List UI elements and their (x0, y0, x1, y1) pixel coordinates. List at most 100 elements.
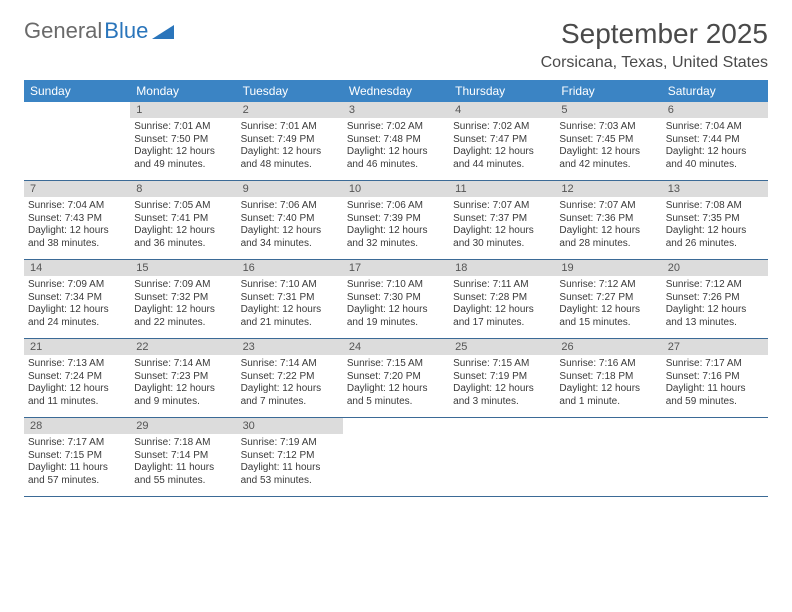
day-detail-line: and 55 minutes. (134, 475, 232, 488)
day-detail-line: Daylight: 12 hours (453, 383, 551, 396)
day-detail-line: Sunrise: 7:10 AM (347, 279, 445, 292)
day-cell: 2Sunrise: 7:01 AMSunset: 7:49 PMDaylight… (237, 102, 343, 180)
day-detail-line: and 30 minutes. (453, 238, 551, 251)
weekday-header: Sunday (24, 80, 130, 102)
day-detail-line: Sunrise: 7:04 AM (666, 121, 764, 134)
day-detail-line: Sunset: 7:14 PM (134, 450, 232, 463)
day-cell: 27Sunrise: 7:17 AMSunset: 7:16 PMDayligh… (662, 339, 768, 417)
day-detail-line: Sunrise: 7:08 AM (666, 200, 764, 213)
day-detail-line: Daylight: 12 hours (241, 146, 339, 159)
day-number: 28 (24, 418, 130, 434)
day-detail-line: Daylight: 12 hours (559, 383, 657, 396)
day-detail-line: Sunset: 7:48 PM (347, 134, 445, 147)
day-detail-line: and 44 minutes. (453, 159, 551, 172)
day-details: Sunrise: 7:07 AMSunset: 7:37 PMDaylight:… (449, 197, 555, 254)
day-detail-line: Daylight: 12 hours (347, 146, 445, 159)
day-number: 21 (24, 339, 130, 355)
day-number: 15 (130, 260, 236, 276)
day-cell-empty (662, 418, 768, 496)
day-details: Sunrise: 7:08 AMSunset: 7:35 PMDaylight:… (662, 197, 768, 254)
day-cell: 7Sunrise: 7:04 AMSunset: 7:43 PMDaylight… (24, 181, 130, 259)
day-detail-line: Sunrise: 7:01 AM (134, 121, 232, 134)
day-detail-line: and 46 minutes. (347, 159, 445, 172)
day-detail-line: Sunset: 7:43 PM (28, 213, 126, 226)
day-details: Sunrise: 7:19 AMSunset: 7:12 PMDaylight:… (237, 434, 343, 491)
day-detail-line: Sunrise: 7:07 AM (559, 200, 657, 213)
day-detail-line: Sunset: 7:18 PM (559, 371, 657, 384)
day-detail-line: Sunrise: 7:07 AM (453, 200, 551, 213)
calendar-page: GeneralBlue September 2025 Corsicana, Te… (0, 0, 792, 612)
day-number: 23 (237, 339, 343, 355)
day-number: 1 (130, 102, 236, 118)
day-details: Sunrise: 7:13 AMSunset: 7:24 PMDaylight:… (24, 355, 130, 412)
day-detail-line: Sunset: 7:28 PM (453, 292, 551, 305)
day-number: 4 (449, 102, 555, 118)
day-detail-line: Sunrise: 7:13 AM (28, 358, 126, 371)
day-detail-line: Sunset: 7:30 PM (347, 292, 445, 305)
day-number: 5 (555, 102, 661, 118)
day-detail-line: and 24 minutes. (28, 317, 126, 330)
day-number: 3 (343, 102, 449, 118)
day-number: 14 (24, 260, 130, 276)
day-cell: 30Sunrise: 7:19 AMSunset: 7:12 PMDayligh… (237, 418, 343, 496)
day-detail-line: Daylight: 11 hours (666, 383, 764, 396)
day-detail-line: Sunrise: 7:14 AM (134, 358, 232, 371)
day-detail-line: Daylight: 12 hours (347, 383, 445, 396)
day-detail-line: and 38 minutes. (28, 238, 126, 251)
weekday-header: Saturday (662, 80, 768, 102)
month-title: September 2025 (541, 18, 768, 50)
day-detail-line: and 5 minutes. (347, 396, 445, 409)
day-detail-line: Sunrise: 7:15 AM (347, 358, 445, 371)
day-cell: 19Sunrise: 7:12 AMSunset: 7:27 PMDayligh… (555, 260, 661, 338)
day-number: 11 (449, 181, 555, 197)
day-details: Sunrise: 7:17 AMSunset: 7:16 PMDaylight:… (662, 355, 768, 412)
day-detail-line: Sunrise: 7:10 AM (241, 279, 339, 292)
header: GeneralBlue September 2025 Corsicana, Te… (24, 18, 768, 72)
day-detail-line: Sunrise: 7:17 AM (666, 358, 764, 371)
day-detail-line: Sunset: 7:44 PM (666, 134, 764, 147)
day-detail-line: and 13 minutes. (666, 317, 764, 330)
day-cell: 29Sunrise: 7:18 AMSunset: 7:14 PMDayligh… (130, 418, 236, 496)
logo-triangle-icon (152, 23, 174, 39)
day-detail-line: and 34 minutes. (241, 238, 339, 251)
day-cell: 14Sunrise: 7:09 AMSunset: 7:34 PMDayligh… (24, 260, 130, 338)
day-detail-line: Sunset: 7:47 PM (453, 134, 551, 147)
day-details: Sunrise: 7:12 AMSunset: 7:27 PMDaylight:… (555, 276, 661, 333)
week-row: 28Sunrise: 7:17 AMSunset: 7:15 PMDayligh… (24, 418, 768, 497)
day-detail-line: Sunrise: 7:01 AM (241, 121, 339, 134)
day-cell: 15Sunrise: 7:09 AMSunset: 7:32 PMDayligh… (130, 260, 236, 338)
day-detail-line: Sunset: 7:40 PM (241, 213, 339, 226)
day-cell: 8Sunrise: 7:05 AMSunset: 7:41 PMDaylight… (130, 181, 236, 259)
day-detail-line: and 28 minutes. (559, 238, 657, 251)
day-detail-line: Daylight: 12 hours (559, 225, 657, 238)
day-cell: 21Sunrise: 7:13 AMSunset: 7:24 PMDayligh… (24, 339, 130, 417)
day-detail-line: and 36 minutes. (134, 238, 232, 251)
day-number: 7 (24, 181, 130, 197)
day-detail-line: Sunset: 7:41 PM (134, 213, 232, 226)
day-detail-line: Sunset: 7:16 PM (666, 371, 764, 384)
day-detail-line: and 9 minutes. (134, 396, 232, 409)
day-detail-line: Daylight: 12 hours (28, 304, 126, 317)
day-detail-line: Sunset: 7:50 PM (134, 134, 232, 147)
day-detail-line: Sunset: 7:20 PM (347, 371, 445, 384)
weekday-header: Thursday (449, 80, 555, 102)
day-cell: 24Sunrise: 7:15 AMSunset: 7:20 PMDayligh… (343, 339, 449, 417)
day-cell: 6Sunrise: 7:04 AMSunset: 7:44 PMDaylight… (662, 102, 768, 180)
day-details: Sunrise: 7:04 AMSunset: 7:43 PMDaylight:… (24, 197, 130, 254)
day-details: Sunrise: 7:07 AMSunset: 7:36 PMDaylight:… (555, 197, 661, 254)
day-detail-line: and 42 minutes. (559, 159, 657, 172)
day-detail-line: and 11 minutes. (28, 396, 126, 409)
day-details: Sunrise: 7:02 AMSunset: 7:47 PMDaylight:… (449, 118, 555, 175)
logo-text-gray: General (24, 18, 102, 44)
day-cell: 10Sunrise: 7:06 AMSunset: 7:39 PMDayligh… (343, 181, 449, 259)
day-detail-line: Sunset: 7:32 PM (134, 292, 232, 305)
day-detail-line: and 48 minutes. (241, 159, 339, 172)
day-number: 9 (237, 181, 343, 197)
day-details: Sunrise: 7:17 AMSunset: 7:15 PMDaylight:… (24, 434, 130, 491)
calendar-grid: SundayMondayTuesdayWednesdayThursdayFrid… (24, 80, 768, 497)
day-number: 19 (555, 260, 661, 276)
day-number: 27 (662, 339, 768, 355)
weekday-header: Wednesday (343, 80, 449, 102)
day-cell: 23Sunrise: 7:14 AMSunset: 7:22 PMDayligh… (237, 339, 343, 417)
weekday-header: Tuesday (237, 80, 343, 102)
